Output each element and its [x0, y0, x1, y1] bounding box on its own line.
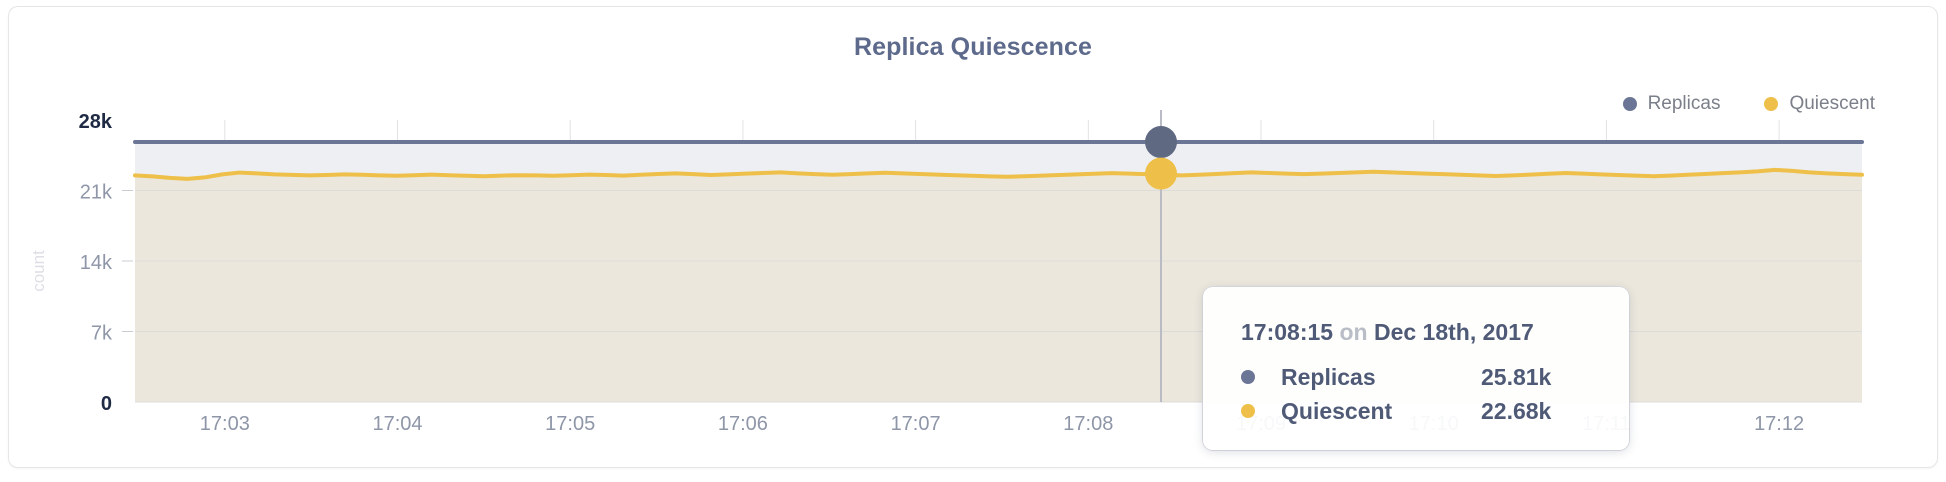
chart-legend: Replicas Quiescent [1622, 93, 1875, 115]
series-dot-icon [1241, 404, 1255, 418]
series-dot-icon [1241, 370, 1255, 384]
x-axis-tick-label: 17:03 [200, 413, 250, 435]
tooltip-row-replicas: Replicas 25.81k [1241, 360, 1591, 394]
y-axis-tick-label: 28k [79, 111, 113, 133]
tooltip-row-quiescent: Quiescent 22.68k [1241, 394, 1591, 428]
x-axis-tick-label: 17:06 [718, 413, 768, 435]
x-axis-tick-label: 17:07 [891, 413, 941, 435]
legend-item-label: Replicas [1647, 93, 1721, 114]
hover-point-quiescent [1145, 157, 1177, 190]
y-axis-tick-label: 21k [80, 182, 113, 204]
tooltip-time: 17:08:15 [1241, 319, 1334, 345]
series-line-quiescent [133, 167, 1864, 181]
page-title: Replica Quiescence [853, 33, 1093, 61]
y-axis-tick-label: 7k [91, 323, 113, 345]
legend-dot-icon [1764, 97, 1779, 111]
legend-item-replicas[interactable]: Replicas [1622, 93, 1721, 115]
x-axis-tick-label: 17:12 [1754, 413, 1804, 435]
tooltip-header: 17:08:15 on Dec 18th, 2017 [1241, 319, 1591, 346]
hover-point-replicas [1145, 126, 1177, 159]
y-axis-tick-label: 0 [101, 393, 112, 415]
y-axis-tick-label: 14k [80, 252, 113, 274]
x-axis-tick-label: 17:08 [1063, 413, 1113, 435]
x-axis-tick-label: 17:04 [372, 413, 422, 435]
tooltip-series-value: 25.81k [1481, 363, 1552, 390]
hover-tooltip: 17:08:15 on Dec 18th, 2017 Replicas 25.8… [1203, 287, 1629, 450]
tooltip-series-label: Quiescent [1281, 397, 1393, 424]
tooltip-on-word: on [1339, 319, 1368, 345]
tooltip-series-value: 22.68k [1481, 397, 1552, 424]
legend-item-label: Quiescent [1789, 93, 1875, 114]
x-axis-tick-label: 17:05 [545, 413, 595, 435]
legend-dot-icon [1622, 97, 1637, 111]
y-axis-title: count [29, 250, 48, 292]
tooltip-series-label: Replicas [1281, 363, 1376, 390]
tooltip-date: Dec 18th, 2017 [1373, 319, 1534, 345]
legend-item-quiescent[interactable]: Quiescent [1764, 93, 1875, 115]
